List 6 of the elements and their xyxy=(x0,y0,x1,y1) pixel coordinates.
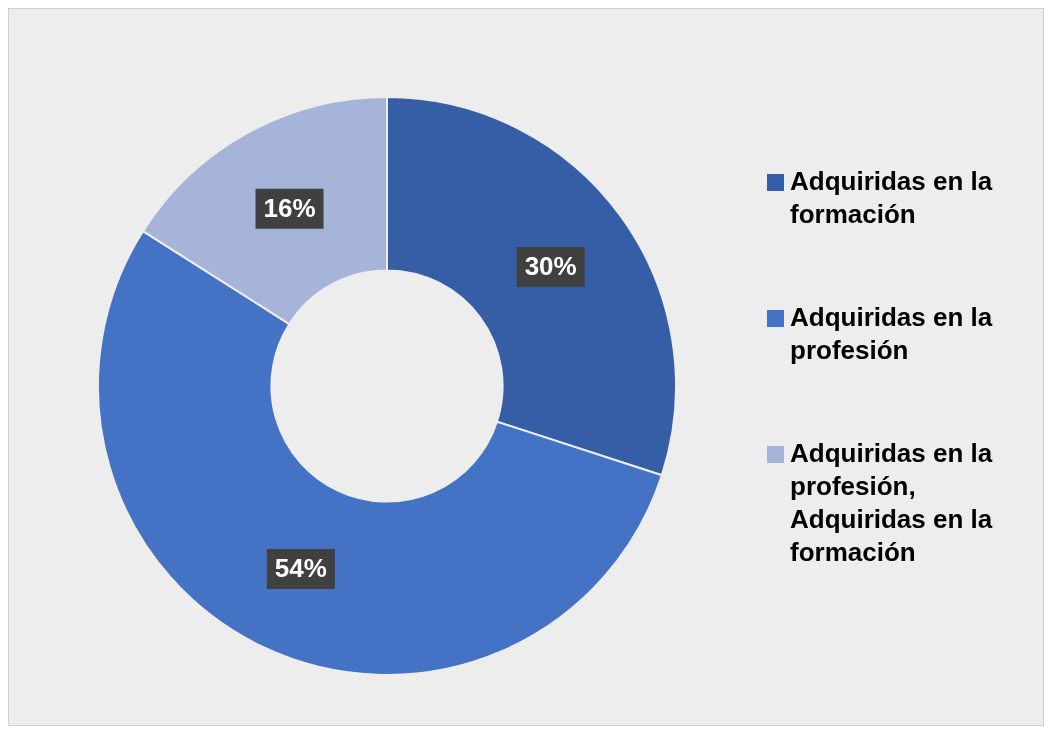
data-label: 16% xyxy=(263,192,316,223)
legend-label: Adquiridas en la profesión xyxy=(790,301,994,367)
legend-label: Adquiridas en la formación xyxy=(790,165,994,231)
data-label: 54% xyxy=(274,553,327,584)
data-label: 30% xyxy=(524,251,577,282)
legend-label: Adquiridas en la profesión, Adquiridas en la formación xyxy=(790,437,994,569)
